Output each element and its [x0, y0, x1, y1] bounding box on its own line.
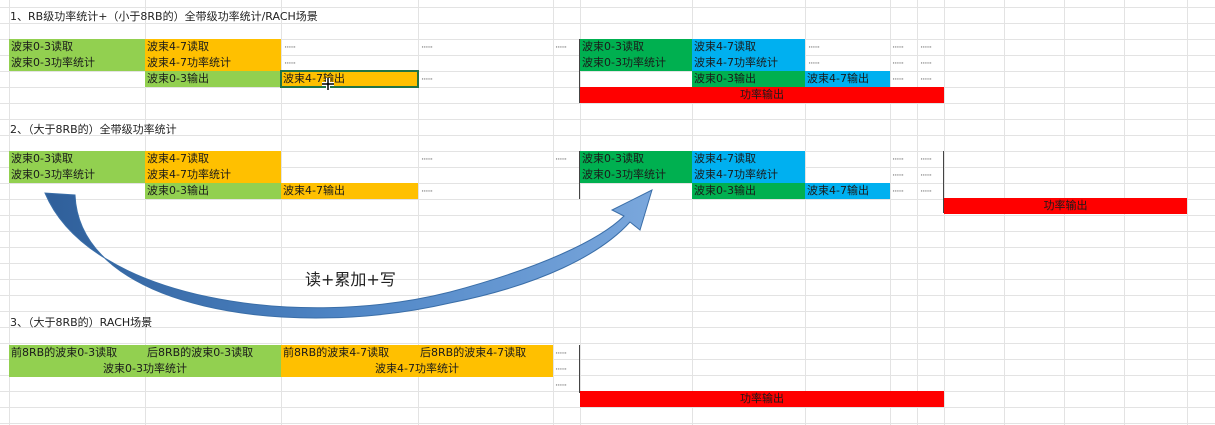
marker-line	[579, 151, 580, 199]
ellipsis: ······	[808, 43, 820, 53]
s1-empty-green[interactable]	[9, 71, 145, 87]
s1-beam47-read[interactable]: 波束4-7读取	[145, 39, 281, 55]
section2-title: 2、（大于8RB的）全带级功率统计	[10, 123, 177, 136]
ellipsis: ······	[920, 59, 932, 69]
ellipsis: ······	[892, 43, 904, 53]
s2r-beam03-stat[interactable]: 波束0-3功率统计	[580, 167, 692, 183]
s1r-beam03-out[interactable]: 波束0-3输出	[692, 71, 805, 87]
s3-beam03-stat[interactable]: 波束0-3功率统计	[9, 361, 281, 377]
marker-line	[579, 39, 580, 103]
s2r-beam47-read[interactable]: 波束4-7读取	[692, 151, 805, 167]
section3-title: 3、（大于8RB的）RACH场景	[10, 316, 153, 329]
marker-line	[579, 345, 580, 393]
ellipsis: ······	[555, 43, 567, 53]
s1r-beam47-out[interactable]: 波束4-7输出	[805, 71, 890, 87]
s2-beam47-read[interactable]: 波束4-7读取	[145, 151, 281, 167]
s3-beam47-stat[interactable]: 波束4-7功率统计	[281, 361, 553, 377]
s1r-beam47-read[interactable]: 波束4-7读取	[692, 39, 805, 55]
ellipsis: ······	[920, 43, 932, 53]
ellipsis: ······	[421, 187, 433, 197]
s1-beam03-stat[interactable]: 波束0-3功率统计	[9, 55, 145, 71]
ellipsis: ······	[920, 75, 932, 85]
cursor-icon	[322, 78, 334, 90]
ellipsis: ······	[284, 59, 296, 69]
ellipsis: ······	[555, 155, 567, 165]
s2-beam03-read[interactable]: 波束0-3读取	[9, 151, 145, 167]
s2-beam03-out[interactable]: 波束0-3输出	[145, 183, 281, 199]
s3-back8rb-beam47-read[interactable]: 后8RB的波束4-7读取	[418, 345, 553, 361]
s1r-beam03-read[interactable]: 波束0-3读取	[580, 39, 692, 55]
ellipsis: ······	[920, 155, 932, 165]
s2-beam47-stat[interactable]: 波束4-7功率统计	[145, 167, 281, 183]
s1r-power-output[interactable]: 功率输出	[580, 87, 944, 103]
s1r-beam47-stat[interactable]: 波束4-7功率统计	[692, 55, 805, 71]
s3-front8rb-beam47-read[interactable]: 前8RB的波束4-7读取	[281, 345, 418, 361]
ellipsis: ······	[920, 187, 932, 197]
s2r-beam47-stat[interactable]: 波束4-7功率统计	[692, 167, 805, 183]
ellipsis: ······	[892, 75, 904, 85]
ellipsis: ······	[892, 171, 904, 181]
arrow-label: 读+累加+写	[305, 270, 396, 289]
s2r-beam03-out[interactable]: 波束0-3输出	[692, 183, 805, 199]
s2r-power-output[interactable]: 功率输出	[944, 198, 1187, 214]
ellipsis: ······	[920, 171, 932, 181]
s2-beam47-out[interactable]: 波束4-7输出	[281, 183, 418, 199]
s1-beam47-stat[interactable]: 波束4-7功率统计	[145, 55, 281, 71]
s1r-beam03-stat[interactable]: 波束0-3功率统计	[580, 55, 692, 71]
ellipsis: ······	[555, 365, 567, 375]
ellipsis: ······	[284, 43, 296, 53]
s3-back8rb-beam03-read[interactable]: 后8RB的波束0-3读取	[145, 345, 281, 361]
s2r-beam03-read[interactable]: 波束0-3读取	[580, 151, 692, 167]
s1-beam03-out[interactable]: 波束0-3输出	[145, 71, 281, 87]
s1-beam47-out-selected[interactable]: 波束4-7输出	[280, 70, 419, 88]
s3-front8rb-beam03-read[interactable]: 前8RB的波束0-3读取	[9, 345, 145, 361]
ellipsis: ······	[421, 155, 433, 165]
s2r-beam47-out[interactable]: 波束4-7输出	[805, 183, 890, 199]
ellipsis: ······	[892, 155, 904, 165]
s2-beam03-stat[interactable]: 波束0-3功率统计	[9, 167, 145, 183]
s1-beam03-read[interactable]: 波束0-3读取	[9, 39, 145, 55]
ellipsis: ······	[421, 43, 433, 53]
s3-power-output[interactable]: 功率输出	[580, 391, 944, 407]
ellipsis: ······	[892, 187, 904, 197]
ellipsis: ······	[555, 349, 567, 359]
ellipsis: ······	[421, 75, 433, 85]
ellipsis: ······	[555, 381, 567, 391]
ellipsis: ······	[808, 59, 820, 69]
section1-title: 1、RB级功率统计+（小于8RB的）全带级功率统计/RACH场景	[10, 10, 318, 23]
ellipsis: ······	[892, 59, 904, 69]
marker-line	[943, 151, 944, 213]
